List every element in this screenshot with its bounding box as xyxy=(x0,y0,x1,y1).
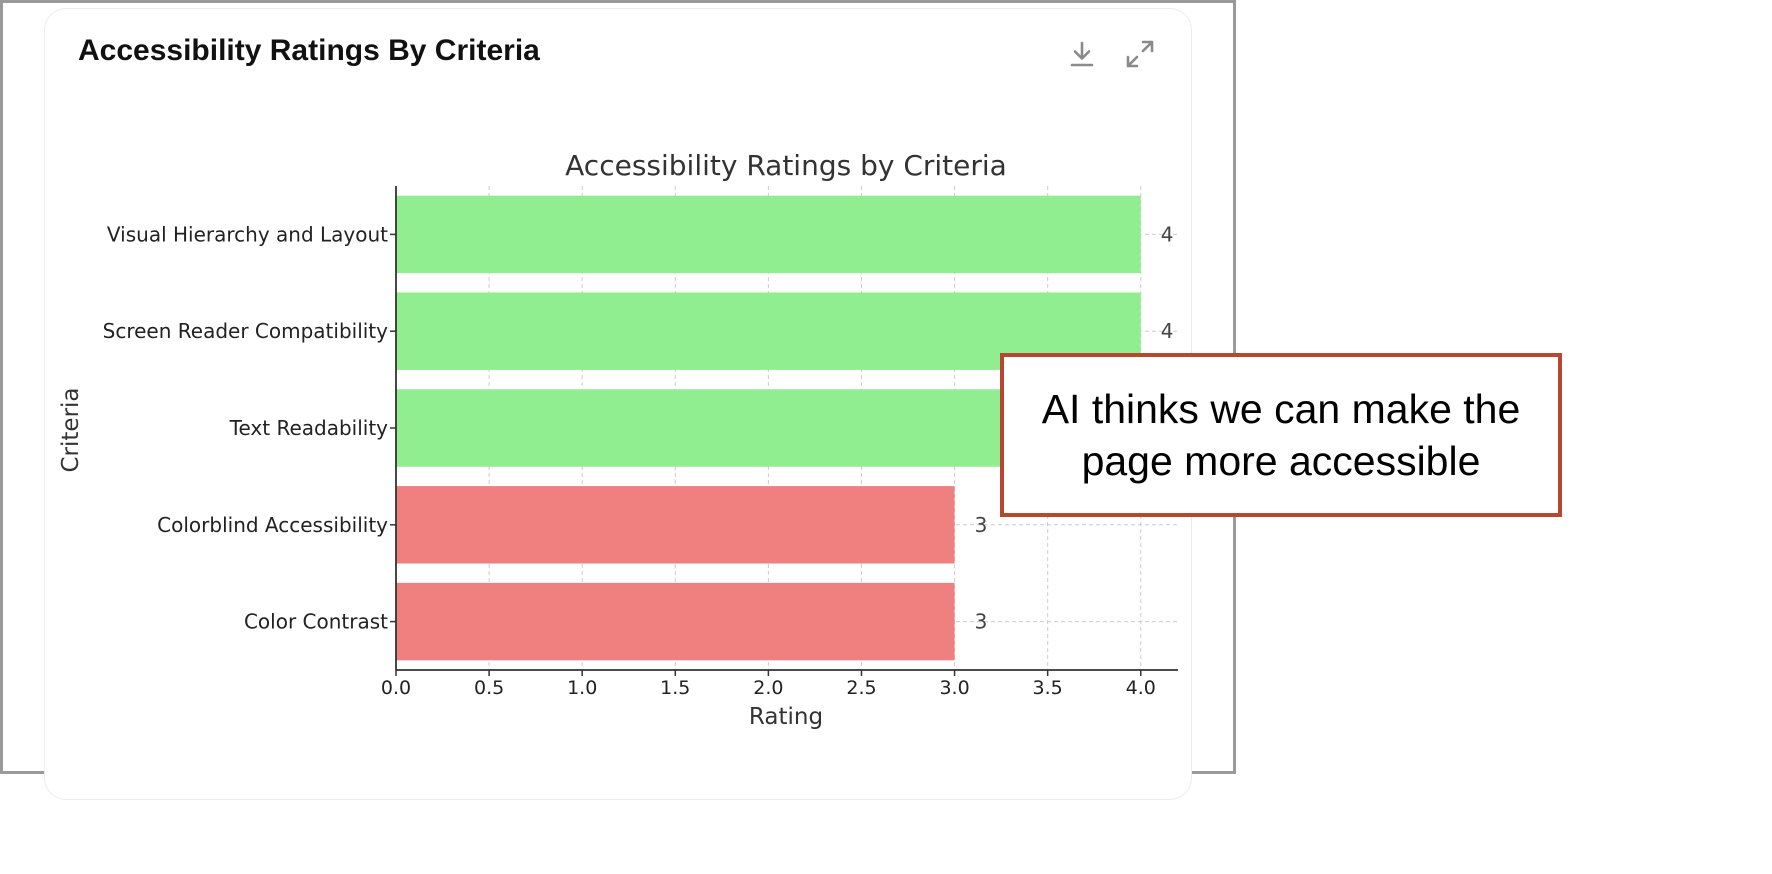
bar xyxy=(396,195,1141,274)
x-tick-label: 1.5 xyxy=(660,677,690,699)
x-tick-label: 0.0 xyxy=(381,677,411,699)
axes xyxy=(390,186,1178,676)
callout-text: AI thinks we can make the page more acce… xyxy=(1042,383,1521,487)
bar xyxy=(396,486,955,564)
y-tick-label: Text Readability xyxy=(229,416,389,440)
card-title: Accessibility Ratings By Criteria xyxy=(78,34,540,67)
x-tick-label: 2.0 xyxy=(753,677,783,699)
callout-box: AI thinks we can make the page more acce… xyxy=(1000,353,1562,517)
y-axis-label: Criteria xyxy=(58,387,84,472)
x-tick-label: 4.0 xyxy=(1126,677,1156,699)
data-label: 4 xyxy=(1161,319,1174,343)
chart-title: Accessibility Ratings by Criteria xyxy=(565,149,1007,182)
y-tick-label: Screen Reader Compatibility xyxy=(103,319,388,343)
bar xyxy=(396,582,955,661)
callout-line-2: page more accessible xyxy=(1081,438,1481,484)
y-tick-label: Colorblind Accessibility xyxy=(157,513,388,537)
callout-line-1: AI thinks we can make the xyxy=(1041,386,1521,432)
tick-labels: 0.0 0.5 1.0 1.5 2.0 2.5 3.0 3.5 4.0 Visual Hierar… xyxy=(103,222,1156,699)
x-tick-label: 2.5 xyxy=(846,677,876,699)
x-tick-label: 1.0 xyxy=(567,677,597,699)
x-tick-label: 3.5 xyxy=(1033,677,1063,699)
download-icon xyxy=(1070,41,1094,67)
y-tick-label: Color Contrast xyxy=(244,610,388,634)
expand-button[interactable] xyxy=(1122,36,1158,72)
download-button[interactable] xyxy=(1064,36,1100,72)
x-tick-label: 3.0 xyxy=(939,677,969,699)
x-tick-label: 0.5 xyxy=(474,677,504,699)
y-tick-label: Visual Hierarchy and Layout xyxy=(107,222,388,246)
data-label: 3 xyxy=(975,513,988,537)
data-label: 3 xyxy=(975,610,988,634)
x-axis-label: Rating xyxy=(749,704,823,730)
data-label: 4 xyxy=(1161,222,1174,246)
expand-icon xyxy=(1126,40,1154,68)
